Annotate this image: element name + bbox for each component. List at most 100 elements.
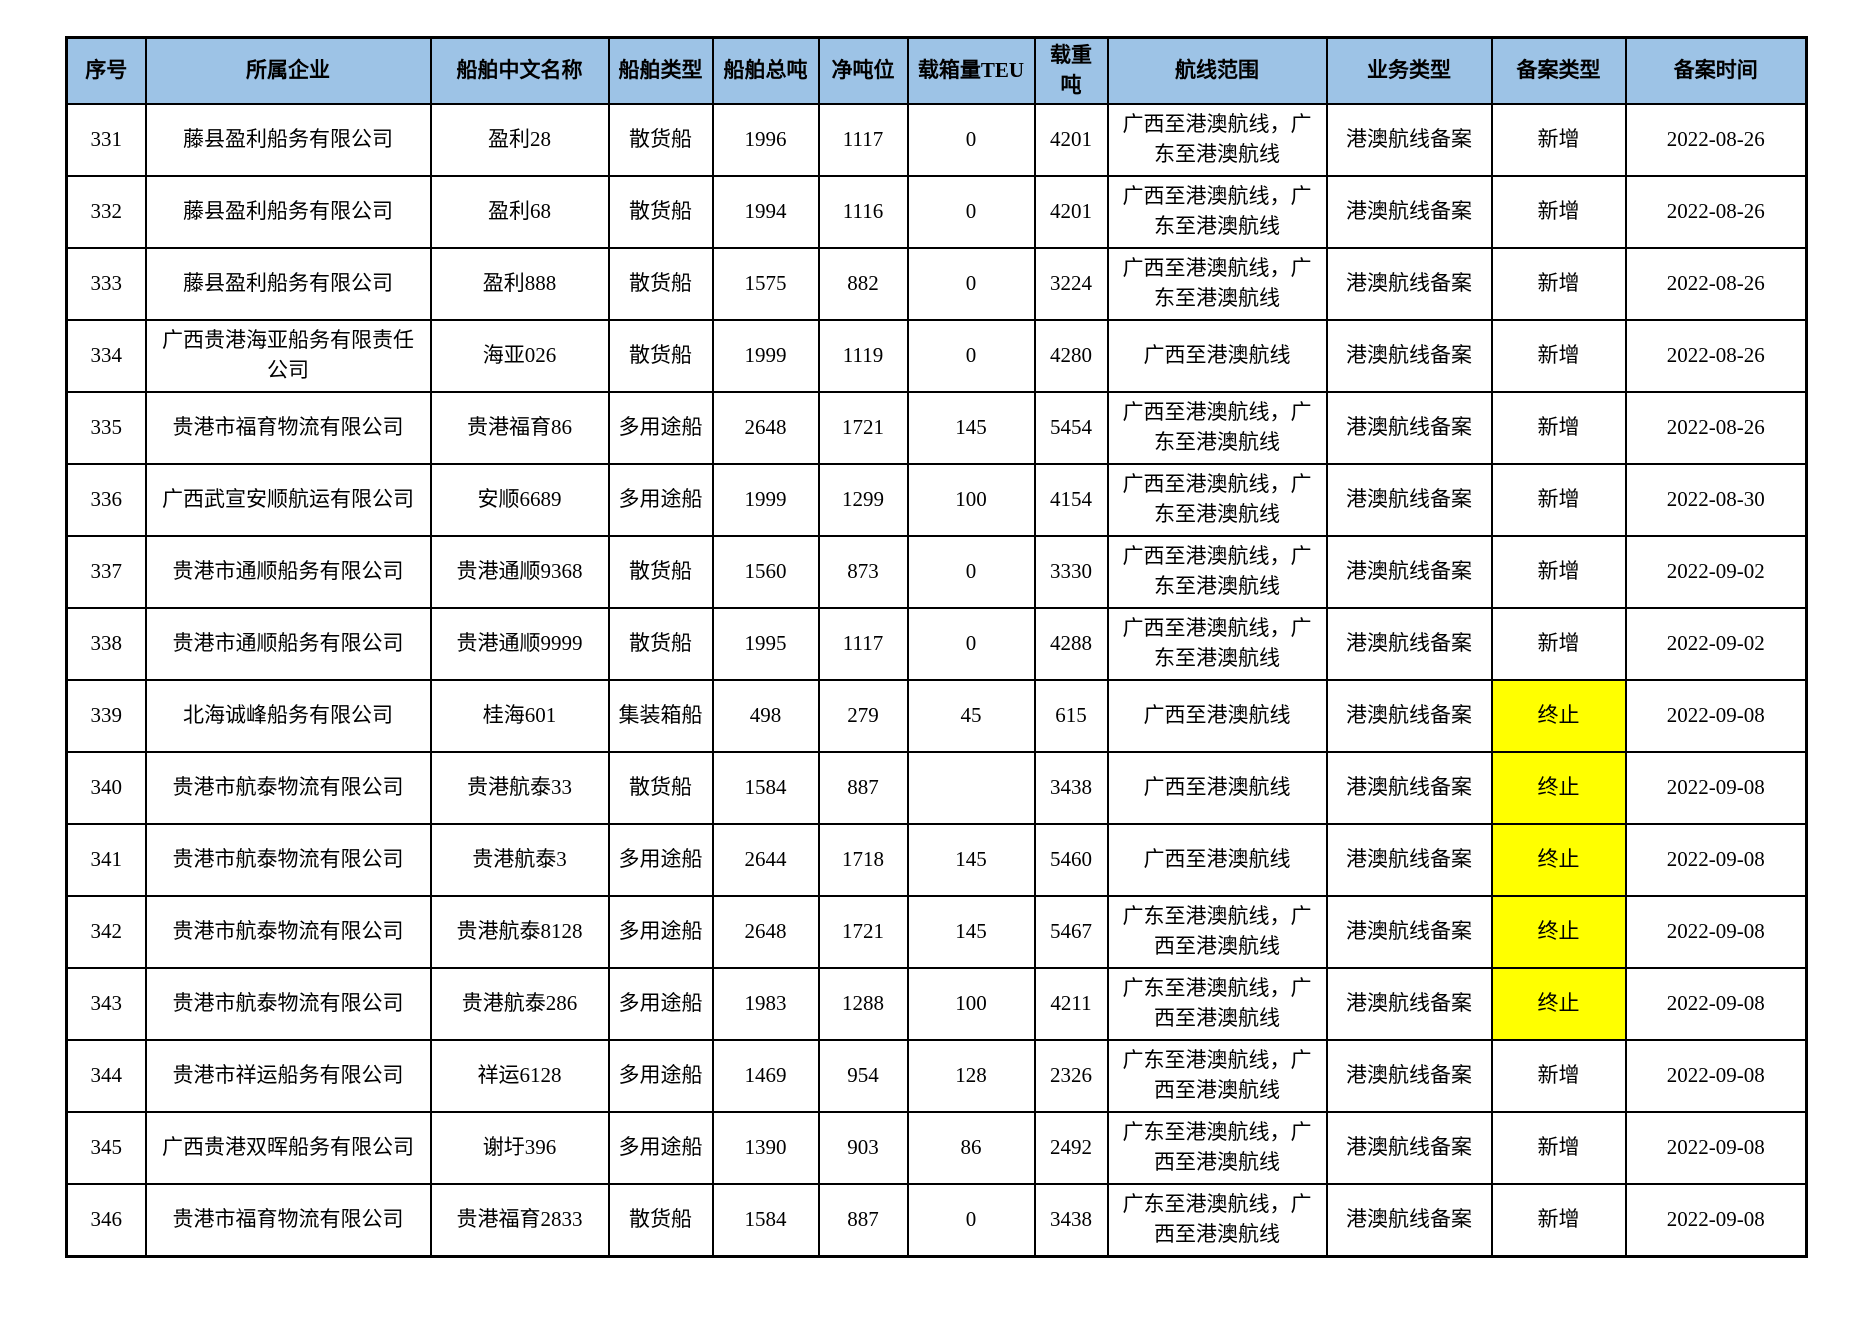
cell-deadweight: 3438 [1033,1183,1109,1257]
cell-seq: 333 [65,247,147,321]
cell-business_type: 港澳航线备案 [1325,247,1493,321]
cell-record_date: 2022-09-02 [1624,607,1808,681]
cell-ship_type: 多用途船 [607,967,714,1041]
cell-business_type: 港澳航线备案 [1325,175,1493,249]
cell-record_date: 2022-09-08 [1624,895,1808,969]
cell-record_date: 2022-09-08 [1624,1183,1808,1257]
header-row: 序号 所属企业 船舶中文名称 船舶类型 船舶总吨 净吨位 载箱量TEU 载重吨 航线范围 业务类型… [65,36,1808,105]
cell-teu: 145 [906,823,1036,897]
cell-gross_tonnage: 1996 [711,103,820,177]
cell-record_type: 新增 [1490,607,1627,681]
cell-route: 广东至港澳航线，广西至港澳航线 [1106,1183,1328,1257]
cell-record_date: 2022-09-08 [1624,823,1808,897]
cell-record_type: 新增 [1490,535,1627,609]
cell-teu: 0 [906,175,1036,249]
cell-teu: 0 [906,103,1036,177]
cell-ship_name: 贵港福育86 [429,391,610,465]
cell-business_type: 港澳航线备案 [1325,319,1493,393]
cell-record_date: 2022-09-08 [1624,1039,1808,1113]
cell-teu: 0 [906,319,1036,393]
table-row: 337 贵港市通顺船务有限公司 贵港通顺9368 散货船 1560 873 0 3330 广西至… [65,535,1808,609]
cell-record_date: 2022-09-02 [1624,535,1808,609]
cell-teu: 100 [906,463,1036,537]
table-row: 334 广西贵港海亚船务有限责任公司 海亚026 散货船 1999 1119 0 4280 广西… [65,319,1808,393]
cell-teu: 100 [906,967,1036,1041]
cell-company: 贵港市航泰物流有限公司 [144,895,432,969]
cell-ship_name: 贵港通顺9999 [429,607,610,681]
cell-ship_type: 多用途船 [607,1039,714,1113]
header-ship_type: 船舶类型 [607,36,714,105]
cell-net_tonnage: 1119 [817,319,909,393]
cell-ship_name: 贵港通顺9368 [429,535,610,609]
cell-record_date: 2022-08-30 [1624,463,1808,537]
cell-route: 广西至港澳航线 [1106,751,1328,825]
cell-gross_tonnage: 2648 [711,391,820,465]
table-row: 333 藤县盈利船务有限公司 盈利888 散货船 1575 882 0 3224 广西至港澳航线… [65,247,1808,321]
cell-record_date: 2022-08-26 [1624,175,1808,249]
cell-net_tonnage: 873 [817,535,909,609]
cell-ship_name: 盈利28 [429,103,610,177]
table-row: 339 北海诚峰船务有限公司 桂海601 集装箱船 498 279 45 615 广西至港澳航线… [65,679,1808,753]
cell-route: 广西至港澳航线，广东至港澳航线 [1106,391,1328,465]
cell-seq: 346 [65,1183,147,1257]
cell-ship_name: 贵港航泰3 [429,823,610,897]
cell-ship_name: 贵港航泰286 [429,967,610,1041]
header-business_type: 业务类型 [1325,36,1493,105]
table-row: 341 贵港市航泰物流有限公司 贵港航泰3 多用途船 2644 1718 145 5460 广西… [65,823,1808,897]
cell-ship_name: 盈利68 [429,175,610,249]
cell-record_date: 2022-09-08 [1624,1111,1808,1185]
cell-gross_tonnage: 1995 [711,607,820,681]
cell-gross_tonnage: 1469 [711,1039,820,1113]
cell-net_tonnage: 1721 [817,895,909,969]
cell-deadweight: 5467 [1033,895,1109,969]
cell-record_date: 2022-09-08 [1624,751,1808,825]
cell-deadweight: 2326 [1033,1039,1109,1113]
cell-deadweight: 4211 [1033,967,1109,1041]
cell-teu: 145 [906,895,1036,969]
cell-route: 广西至港澳航线，广东至港澳航线 [1106,175,1328,249]
cell-gross_tonnage: 2648 [711,895,820,969]
table-row: 342 贵港市航泰物流有限公司 贵港航泰8128 多用途船 2648 1721 145 546… [65,895,1808,969]
cell-record_type: 新增 [1490,463,1627,537]
table-row: 335 贵港市福育物流有限公司 贵港福育86 多用途船 2648 1721 145 5454 广… [65,391,1808,465]
cell-route: 广西至港澳航线，广东至港澳航线 [1106,247,1328,321]
header-seq: 序号 [65,36,147,105]
cell-record_type: 新增 [1490,1183,1627,1257]
document-page: 序号 所属企业 船舶中文名称 船舶类型 船舶总吨 净吨位 载箱量TEU 载重吨 航线范围 业务类型… [0,36,1871,1323]
cell-seq: 335 [65,391,147,465]
cell-net_tonnage: 887 [817,1183,909,1257]
cell-business_type: 港澳航线备案 [1325,679,1493,753]
table-row: 345 广西贵港双晖船务有限公司 谢圩396 多用途船 1390 903 86 2492 广东至… [65,1111,1808,1185]
cell-teu: 86 [906,1111,1036,1185]
cell-company: 藤县盈利船务有限公司 [144,103,432,177]
table-row: 332 藤县盈利船务有限公司 盈利68 散货船 1994 1116 0 4201 广西至港澳航线… [65,175,1808,249]
cell-record_type: 终止 [1490,895,1627,969]
cell-business_type: 港澳航线备案 [1325,1039,1493,1113]
cell-route: 广西至港澳航线，广东至港澳航线 [1106,535,1328,609]
cell-seq: 338 [65,607,147,681]
table-row: 338 贵港市通顺船务有限公司 贵港通顺9999 散货船 1995 1117 0 4288 广西… [65,607,1808,681]
ship-record-table: 序号 所属企业 船舶中文名称 船舶类型 船舶总吨 净吨位 载箱量TEU 载重吨 航线范围 业务类型… [65,36,1808,1258]
header-net_tonnage: 净吨位 [817,36,909,105]
cell-business_type: 港澳航线备案 [1325,751,1493,825]
cell-seq: 343 [65,967,147,1041]
cell-gross_tonnage: 1994 [711,175,820,249]
cell-business_type: 港澳航线备案 [1325,103,1493,177]
cell-business_type: 港澳航线备案 [1325,1183,1493,1257]
cell-seq: 331 [65,103,147,177]
cell-gross_tonnage: 1983 [711,967,820,1041]
cell-ship_type: 多用途船 [607,463,714,537]
cell-ship_name: 贵港航泰8128 [429,895,610,969]
cell-company: 藤县盈利船务有限公司 [144,175,432,249]
cell-record_type: 新增 [1490,1039,1627,1113]
cell-net_tonnage: 1299 [817,463,909,537]
cell-business_type: 港澳航线备案 [1325,895,1493,969]
cell-ship_type: 散货船 [607,175,714,249]
cell-deadweight: 4201 [1033,103,1109,177]
cell-route: 广东至港澳航线，广西至港澳航线 [1106,1111,1328,1185]
cell-teu: 0 [906,607,1036,681]
cell-deadweight: 4280 [1033,319,1109,393]
cell-ship_type: 散货船 [607,247,714,321]
cell-ship_name: 祥运6128 [429,1039,610,1113]
cell-net_tonnage: 1721 [817,391,909,465]
